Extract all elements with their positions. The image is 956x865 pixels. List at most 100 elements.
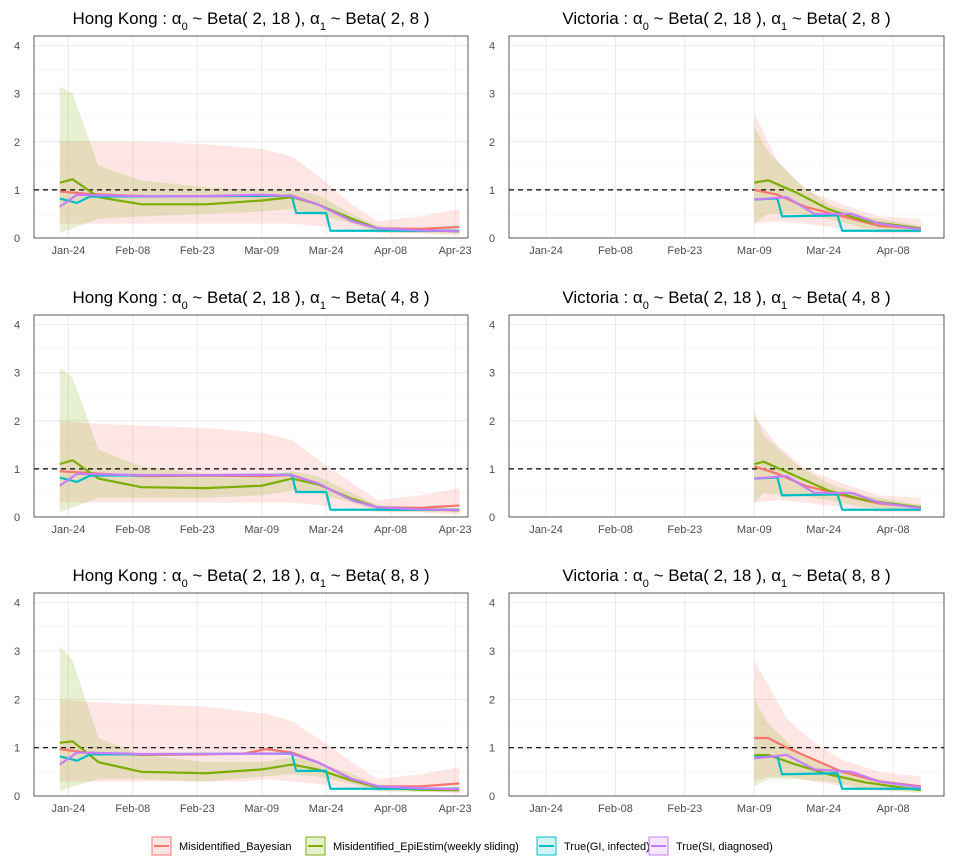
y-tick-label: 0 bbox=[489, 512, 495, 524]
x-tick-label: Feb-08 bbox=[598, 245, 633, 257]
legend-label: True(GI, infected) bbox=[564, 841, 650, 853]
legend-label: Misidentified_Bayesian bbox=[179, 841, 292, 853]
x-tick-label: Mar-24 bbox=[309, 803, 344, 815]
x-tick-label: Mar-24 bbox=[309, 524, 344, 536]
panel-border bbox=[33, 592, 469, 797]
y-tick-label: 0 bbox=[14, 512, 20, 524]
x-tick-label: Mar-24 bbox=[806, 803, 841, 815]
y-tick-label: 2 bbox=[14, 416, 20, 428]
ci-band bbox=[59, 646, 460, 793]
y-tick-label: 1 bbox=[489, 743, 495, 755]
y-tick-label: 2 bbox=[489, 416, 495, 428]
x-tick-label: Feb-23 bbox=[180, 524, 215, 536]
panel-border bbox=[508, 35, 945, 239]
x-tick-label: Jan-24 bbox=[52, 524, 86, 536]
x-tick-label: Apr-08 bbox=[877, 524, 910, 536]
x-tick-label: Feb-23 bbox=[667, 803, 702, 815]
y-tick-label: 4 bbox=[489, 598, 495, 610]
x-tick-label: Mar-09 bbox=[737, 245, 772, 257]
x-tick-label: Jan-24 bbox=[529, 803, 563, 815]
panel-4: 0 1 2 3 4 Jan-24 Feb-08 Feb-23 Mar-09 Mar-24 Apr-0… bbox=[489, 288, 945, 536]
series-line bbox=[59, 751, 460, 791]
series-line bbox=[59, 472, 460, 512]
legend-item: True(GI, infected) bbox=[536, 836, 650, 856]
panel-3: 0 1 2 3 4 Jan-24 Feb-08 Feb-23 Mar-09 Mar-24 Apr-0… bbox=[14, 288, 472, 536]
x-tick-label: Feb-23 bbox=[180, 803, 215, 815]
y-tick-label: 3 bbox=[14, 368, 20, 380]
x-tick-label: Feb-08 bbox=[115, 803, 150, 815]
x-tick-label: Mar-09 bbox=[737, 524, 772, 536]
ci-band bbox=[59, 141, 460, 236]
x-tick-label: Jan-24 bbox=[52, 803, 86, 815]
y-tick-label: 4 bbox=[14, 41, 20, 53]
x-tick-label: Apr-08 bbox=[374, 524, 407, 536]
y-tick-label: 3 bbox=[14, 89, 20, 101]
legend-label: Misidentified_EpiEstim(weekly sliding) bbox=[333, 841, 519, 853]
y-tick-label: 1 bbox=[489, 464, 495, 476]
ci-band bbox=[754, 416, 921, 513]
y-tick-label: 0 bbox=[14, 791, 20, 803]
ci-band bbox=[59, 699, 460, 794]
x-tick-label: Apr-08 bbox=[374, 245, 407, 257]
ci-band bbox=[754, 127, 921, 233]
y-tick-label: 0 bbox=[489, 791, 495, 803]
series-line bbox=[59, 193, 460, 233]
x-tick-label: Apr-23 bbox=[439, 524, 472, 536]
x-tick-label: Mar-09 bbox=[244, 524, 279, 536]
legend-label: True(SI, diagnosed) bbox=[676, 841, 773, 853]
x-tick-label: Mar-24 bbox=[309, 245, 344, 257]
series-line bbox=[59, 752, 460, 790]
panel-2: 0 1 2 3 4 Jan-24 Feb-08 Feb-23 Mar-09 Mar-24 Apr-0… bbox=[489, 9, 945, 257]
series-line bbox=[754, 753, 922, 789]
x-tick-label: Mar-09 bbox=[737, 803, 772, 815]
panel-title: Victoria : α0 ~ Beta( 2, 18 ), α1 ~ Beta… bbox=[562, 9, 890, 33]
series-line bbox=[754, 196, 922, 231]
x-tick-label: Feb-23 bbox=[180, 245, 215, 257]
y-tick-label: 4 bbox=[489, 41, 495, 53]
panel-6: 0 1 2 3 4 Jan-24 Feb-08 Feb-23 Mar-09 Mar-24 Apr-0… bbox=[489, 566, 945, 815]
panel-title: Hong Kong : α0 ~ Beta( 2, 18 ), α1 ~ Bet… bbox=[72, 566, 429, 590]
panel-border bbox=[33, 314, 469, 518]
legend: Misidentified_Bayesian Misidentified_EpiE… bbox=[151, 836, 773, 856]
y-tick-label: 3 bbox=[489, 368, 495, 380]
y-tick-label: 3 bbox=[14, 646, 20, 658]
x-tick-label: Feb-08 bbox=[598, 524, 633, 536]
y-tick-label: 3 bbox=[489, 89, 495, 101]
y-tick-label: 2 bbox=[14, 694, 20, 706]
x-tick-label: Mar-09 bbox=[244, 803, 279, 815]
y-tick-label: 4 bbox=[14, 320, 20, 332]
ci-band bbox=[59, 420, 460, 515]
panel-border bbox=[33, 35, 469, 239]
y-tick-label: 0 bbox=[489, 233, 495, 245]
y-tick-label: 4 bbox=[489, 320, 495, 332]
x-tick-label: Jan-24 bbox=[529, 245, 563, 257]
x-tick-label: Feb-23 bbox=[667, 524, 702, 536]
x-tick-label: Apr-08 bbox=[877, 803, 910, 815]
y-tick-label: 0 bbox=[14, 233, 20, 245]
x-tick-label: Feb-08 bbox=[598, 803, 633, 815]
y-tick-label: 2 bbox=[14, 137, 20, 149]
y-tick-label: 1 bbox=[489, 185, 495, 197]
x-tick-label: Mar-24 bbox=[806, 245, 841, 257]
x-tick-label: Mar-24 bbox=[806, 524, 841, 536]
series-line bbox=[754, 188, 921, 230]
x-tick-label: Apr-23 bbox=[439, 803, 472, 815]
y-tick-label: 2 bbox=[489, 137, 495, 149]
panel-title: Hong Kong : α0 ~ Beta( 2, 18 ), α1 ~ Bet… bbox=[72, 288, 429, 312]
panel-title: Victoria : α0 ~ Beta( 2, 18 ), α1 ~ Beta… bbox=[562, 288, 890, 312]
x-tick-label: Apr-08 bbox=[877, 245, 910, 257]
x-tick-label: Feb-08 bbox=[115, 245, 150, 257]
x-tick-label: Apr-23 bbox=[439, 245, 472, 257]
ci-band bbox=[754, 411, 921, 512]
panel-title: Victoria : α0 ~ Beta( 2, 18 ), α1 ~ Beta… bbox=[562, 566, 890, 590]
ci-band bbox=[754, 699, 921, 794]
legend-item: Misidentified_Bayesian bbox=[151, 836, 292, 856]
series-line bbox=[59, 473, 460, 511]
y-tick-label: 2 bbox=[489, 694, 495, 706]
x-tick-label: Jan-24 bbox=[529, 524, 563, 536]
legend-item: True(SI, diagnosed) bbox=[648, 836, 773, 856]
legend-item: Misidentified_EpiEstim(weekly sliding) bbox=[305, 836, 519, 856]
series-line bbox=[59, 194, 460, 232]
y-tick-label: 1 bbox=[14, 185, 20, 197]
x-tick-label: Feb-08 bbox=[115, 524, 150, 536]
